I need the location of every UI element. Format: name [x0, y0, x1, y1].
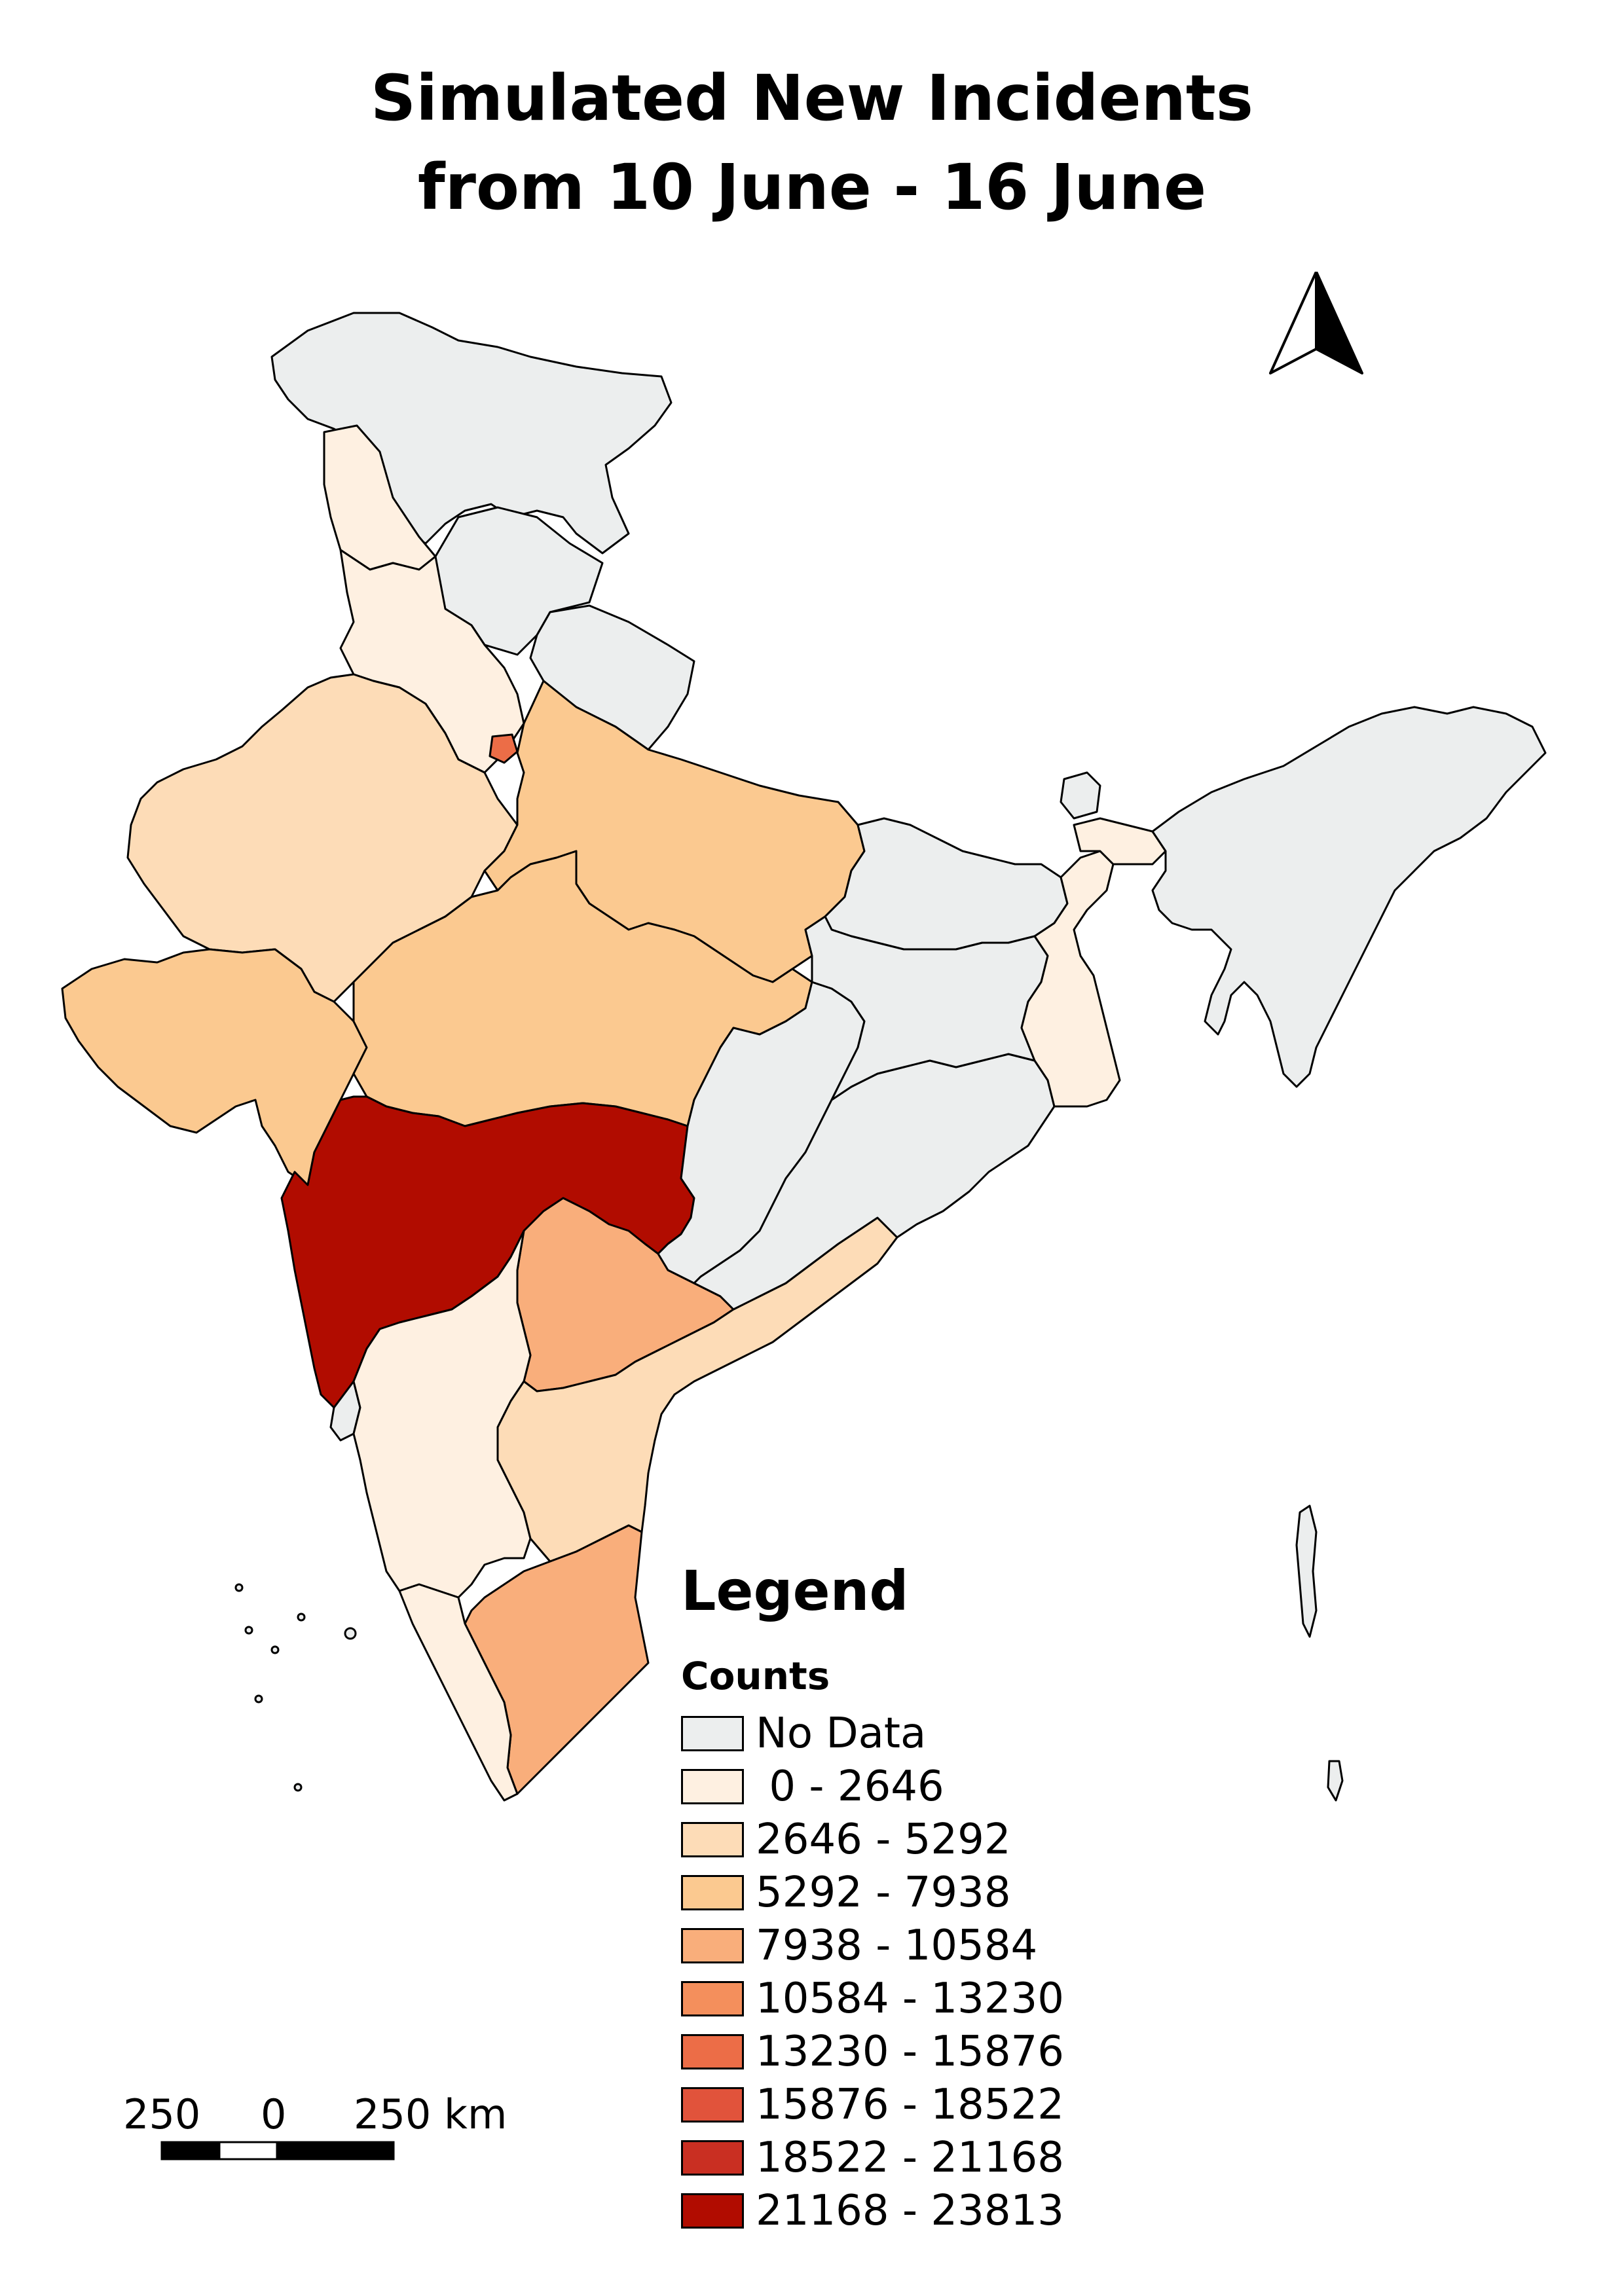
- region-nicobar-islands: [1327, 1760, 1344, 1802]
- region-west-bengal-north: [1073, 817, 1167, 866]
- legend-label: 7938 - 10584: [756, 1921, 1038, 1970]
- lakshadweep-island: [254, 1694, 263, 1704]
- scale-label-center: 0: [261, 2090, 287, 2138]
- legend-label: 15876 - 18522: [756, 2080, 1064, 2129]
- region-west-bengal: [1020, 850, 1121, 1108]
- legend-swatch: [681, 2086, 744, 2123]
- legend-item: 15876 - 18522: [681, 2078, 1153, 2131]
- legend-swatch: [681, 1980, 744, 2016]
- legend-label: 21168 - 23813: [756, 2186, 1064, 2235]
- lakshadweep-island: [270, 1645, 280, 1654]
- map-title-line-2: from 10 June - 16 June: [417, 151, 1207, 224]
- legend-label: No Data: [756, 1709, 927, 1758]
- legend-swatch: [681, 1715, 744, 1751]
- legend-swatch: [681, 2033, 744, 2069]
- legend-title: Legend: [681, 1559, 909, 1623]
- legend-item: 21168 - 23813: [681, 2184, 1153, 2237]
- scale-label-left: 250: [123, 2090, 201, 2138]
- legend-item: 2646 - 5292: [681, 1813, 1153, 1866]
- lakshadweep-island: [234, 1583, 244, 1592]
- region-andaman-islands: [1295, 1504, 1318, 1638]
- north-arrow-icon: [1269, 272, 1363, 374]
- legend-item: No Data: [681, 1707, 1153, 1760]
- lakshadweep-island: [244, 1626, 253, 1635]
- region-kerala: [398, 1583, 519, 1802]
- legend-item: 5292 - 7938: [681, 1866, 1153, 1919]
- region-tamil-nadu: [464, 1524, 650, 1795]
- legend-swatch: [681, 1768, 744, 1804]
- legend-swatch: [681, 1927, 744, 1963]
- scale-bar-graphic: [160, 2141, 395, 2160]
- scale-label-right: 250 km: [354, 2090, 507, 2138]
- map-title: Simulated New Incidents from 10 June - 1…: [0, 54, 1624, 232]
- legend: Legend Counts No Data 0 - 2646 2646 - 52…: [681, 1558, 1153, 2237]
- legend-subtitle: Counts: [681, 1654, 830, 1698]
- legend-label: 18522 - 21168: [756, 2133, 1064, 2182]
- scale-bar: 250 0 250 km: [118, 2090, 507, 2164]
- region-delhi: [489, 733, 519, 764]
- legend-label: 2646 - 5292: [756, 1815, 1011, 1864]
- legend-label: 0 - 2646: [756, 1762, 944, 1811]
- region-sikkim: [1060, 771, 1101, 820]
- lakshadweep-island: [344, 1627, 357, 1640]
- region-northeast: [1151, 706, 1547, 1088]
- legend-item: 0 - 2646: [681, 1760, 1153, 1813]
- region-bihar: [824, 817, 1069, 951]
- legend-swatch: [681, 2193, 744, 2229]
- legend-item: 7938 - 10584: [681, 1919, 1153, 1972]
- map-title-line-1: Simulated New Incidents: [371, 62, 1253, 135]
- legend-item: 13230 - 15876: [681, 2025, 1153, 2078]
- legend-item: 18522 - 21168: [681, 2131, 1153, 2184]
- legend-swatch: [681, 1821, 744, 1857]
- region-jharkhand: [804, 915, 1049, 1101]
- legend-item: 10584 - 13230: [681, 1972, 1153, 2025]
- legend-swatch: [681, 2140, 744, 2176]
- legend-label: 5292 - 7938: [756, 1868, 1011, 1917]
- legend-swatch: [681, 1874, 744, 1910]
- lakshadweep-island: [297, 1613, 306, 1622]
- lakshadweep-island: [293, 1783, 303, 1792]
- legend-label: 13230 - 15876: [756, 2027, 1064, 2076]
- legend-label: 10584 - 13230: [756, 1974, 1064, 2023]
